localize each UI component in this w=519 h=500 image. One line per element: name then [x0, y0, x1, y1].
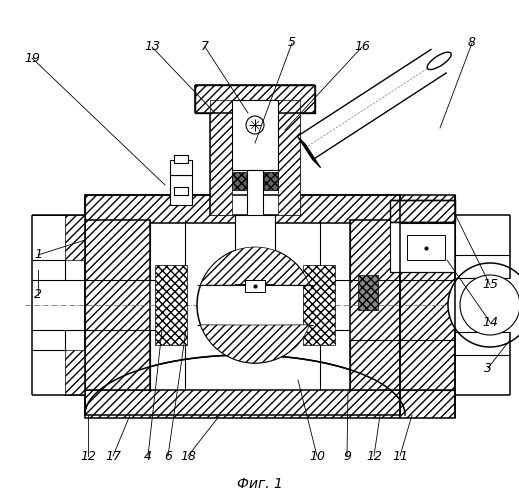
Bar — [235, 215, 275, 285]
Bar — [400, 220, 455, 390]
Text: 15: 15 — [482, 278, 498, 291]
Text: 14: 14 — [482, 316, 498, 328]
Bar — [400, 390, 455, 418]
Circle shape — [246, 116, 264, 134]
Bar — [170, 175, 192, 205]
Bar — [390, 222, 455, 272]
Polygon shape — [32, 215, 85, 260]
Bar — [245, 280, 265, 292]
Bar — [407, 235, 445, 260]
Bar — [232, 100, 278, 170]
Bar — [174, 187, 188, 195]
Text: 7: 7 — [201, 40, 209, 54]
Bar — [210, 100, 232, 215]
Bar — [358, 275, 378, 310]
Circle shape — [197, 247, 313, 363]
Circle shape — [448, 263, 519, 347]
Text: 4: 4 — [144, 450, 152, 462]
Ellipse shape — [427, 52, 451, 70]
Polygon shape — [85, 355, 405, 415]
Bar — [170, 160, 192, 175]
Circle shape — [460, 275, 519, 335]
Text: 1: 1 — [34, 248, 42, 262]
Text: 2: 2 — [34, 288, 42, 302]
Text: 5: 5 — [288, 36, 296, 50]
Polygon shape — [303, 265, 335, 345]
Polygon shape — [200, 247, 309, 285]
Bar — [85, 390, 400, 418]
Text: 12: 12 — [80, 450, 96, 462]
Bar — [350, 220, 400, 390]
Text: Фиг. 1: Фиг. 1 — [237, 477, 283, 491]
Bar — [390, 200, 455, 222]
Text: 17: 17 — [105, 450, 121, 462]
Text: 18: 18 — [180, 450, 196, 462]
Polygon shape — [32, 350, 85, 395]
Text: 10: 10 — [309, 450, 325, 462]
Bar — [264, 172, 278, 190]
Bar — [400, 195, 455, 223]
Bar — [232, 172, 246, 190]
Bar — [85, 195, 400, 223]
Polygon shape — [297, 136, 321, 168]
Bar — [210, 100, 300, 215]
Text: 19: 19 — [24, 52, 40, 64]
Bar — [247, 170, 263, 245]
Text: 8: 8 — [468, 36, 476, 50]
Bar — [174, 155, 188, 163]
Text: 3: 3 — [484, 362, 492, 374]
Bar — [195, 85, 315, 113]
Text: 9: 9 — [343, 450, 351, 462]
Bar — [278, 100, 300, 215]
Text: 6: 6 — [164, 450, 172, 462]
Polygon shape — [155, 265, 187, 345]
Bar — [85, 220, 150, 390]
Text: 16: 16 — [354, 40, 370, 54]
Text: 11: 11 — [392, 450, 408, 462]
Polygon shape — [200, 325, 309, 363]
Text: 13: 13 — [144, 40, 160, 54]
Text: 12: 12 — [366, 450, 382, 462]
